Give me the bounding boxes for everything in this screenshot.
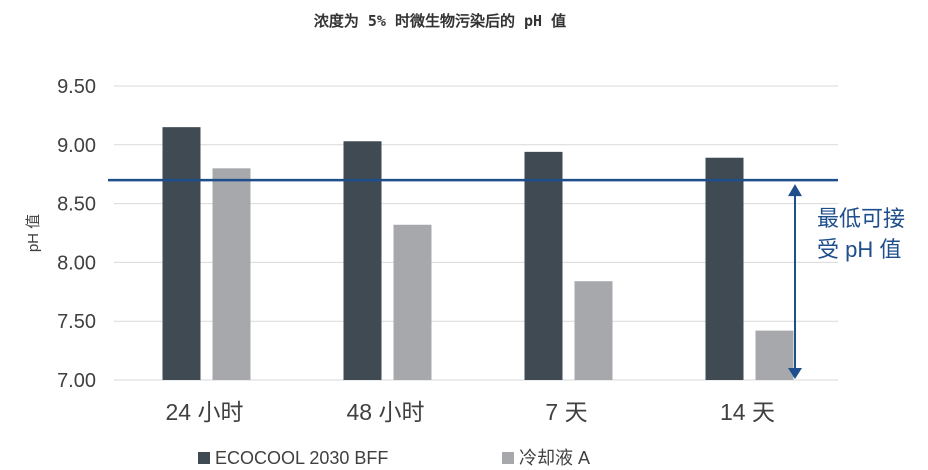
y-tick-label: 8.50 <box>57 194 96 216</box>
arrow-up-icon <box>788 184 802 197</box>
x-tick-label: 14 天 <box>720 399 775 425</box>
x-axis-ticks: 24 小时 48 小时 7 天 14 天 <box>166 399 775 425</box>
bar-series-1-4 <box>705 157 744 380</box>
y-tick-label: 9.00 <box>57 135 96 157</box>
legend-label-2: 冷却液 A <box>519 448 590 468</box>
x-tick-label: 7 天 <box>545 399 587 425</box>
chart-title: 浓度为 5% 时微生物污染后的 pH 值 <box>314 12 566 30</box>
y-axis-ticks: 7.00 7.50 8.00 8.50 9.00 9.50 <box>57 76 96 392</box>
bar-series-2-1 <box>212 168 251 380</box>
y-axis-label: pH 值 <box>25 214 42 252</box>
bars <box>162 127 794 380</box>
y-tick-label: 9.50 <box>57 76 96 98</box>
bar-series-2-2 <box>393 224 432 380</box>
bar-series-1-2 <box>343 141 382 380</box>
legend-swatch-2 <box>502 452 514 464</box>
bar-series-2-4 <box>755 330 794 380</box>
reference-annotation-line: 最低可接 <box>817 206 905 231</box>
legend-swatch-1 <box>198 452 210 464</box>
x-tick-label: 48 小时 <box>347 399 425 425</box>
y-tick-label: 8.00 <box>57 252 96 274</box>
bar-series-1-3 <box>524 151 563 380</box>
y-tick-label: 7.00 <box>57 370 96 392</box>
legend: ECOCOOL 2030 BFF 冷却液 A <box>198 448 590 468</box>
legend-label-1: ECOCOOL 2030 BFF <box>215 448 388 468</box>
x-tick-label: 24 小时 <box>166 399 244 425</box>
y-tick-label: 7.50 <box>57 311 96 333</box>
bar-series-2-3 <box>574 281 613 380</box>
reference-annotation-line: 受 pH 值 <box>817 237 901 262</box>
arrow-down-icon <box>788 368 802 379</box>
bar-series-1-1 <box>162 127 201 380</box>
